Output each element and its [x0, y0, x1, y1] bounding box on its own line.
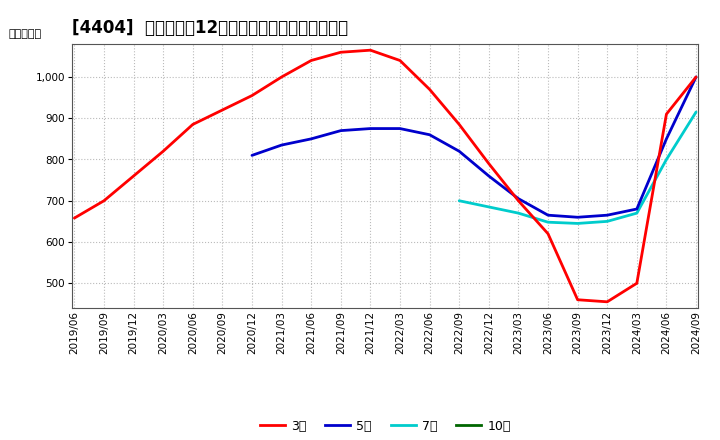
Legend: 3年, 5年, 7年, 10年: 3年, 5年, 7年, 10年 [255, 414, 516, 437]
Y-axis label: （百万円）: （百万円） [9, 29, 42, 39]
Text: [4404]  当期純利益12か月移動合計の平均値の推移: [4404] 当期純利益12か月移動合計の平均値の推移 [72, 19, 348, 37]
